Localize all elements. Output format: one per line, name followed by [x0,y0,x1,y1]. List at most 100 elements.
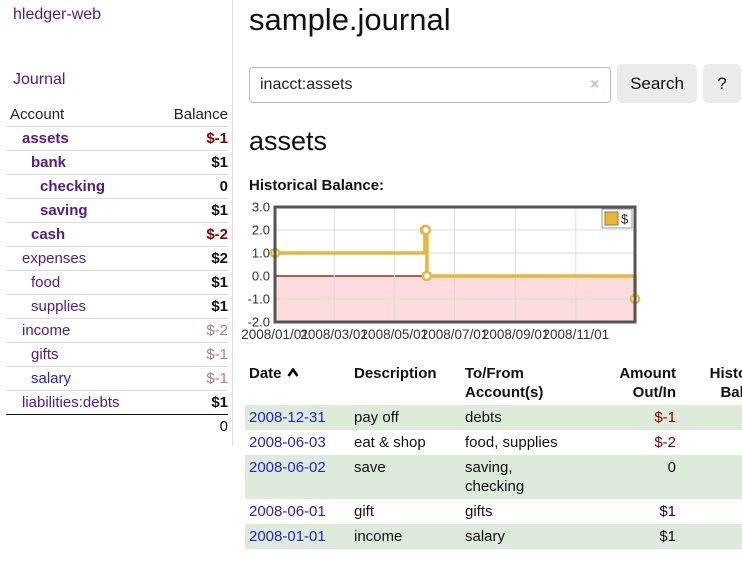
transaction-amount: $-1 [584,405,680,430]
account-row: checking 0 [6,174,228,198]
x-tick-label: 2008/09/01 [482,327,550,342]
y-tick-label: 3.0 [252,200,270,215]
transaction-accounts: food, supplies [465,434,558,451]
account-balance: $1 [211,394,228,411]
account-row: gifts $-1 [6,342,228,366]
transaction-balance: 0 [680,430,742,455]
x-tick-label: 2008/03/01 [300,327,368,342]
account-balance: $-1 [206,346,228,363]
sidebar: hledger-web Journal Account Balance asse… [0,0,233,446]
x-tick-label: 2008/11/01 [543,327,610,342]
account-link-checking[interactable]: checking [40,178,106,195]
account-balance: $1 [211,202,228,219]
transaction-date-link[interactable]: 2008-06-01 [249,503,326,520]
transaction-balance: $2 [680,499,742,524]
y-tick-label: -2.0 [248,315,270,330]
register-table: Date Description To/From Account(s) Amount Ou… [245,362,742,549]
account-row: salary $-1 [6,366,228,390]
transaction-accounts: salary [461,524,584,549]
historical-balance-chart: $3.0 2.0 1.0 0.0 -1.0 -2.02008/01/012008/03/0… [241,200,641,342]
account-balance: $-2 [206,322,228,339]
help-button[interactable]: ? [703,64,741,103]
account-heading: assets [249,126,328,156]
x-tick-label: 2008/05/01 [361,327,429,342]
transaction-accounts: gifts [465,503,493,520]
transaction-accounts: saving, checking [461,455,584,499]
account-link-bank[interactable]: bank [31,154,67,171]
column-header-historical: Historical Balance [680,362,742,405]
account-balance: $1 [211,298,228,315]
accounts-total-value: 0 [219,418,228,435]
column-header-label: Date [249,364,346,383]
transaction-date-link[interactable]: 2008-01-01 [249,528,326,545]
transaction-date-link[interactable]: 2008-12-31 [249,409,326,426]
column-header-amount: Amount Out/In [584,362,680,405]
x-tick-label: 2008/07/01 [421,327,489,342]
accounts-header-account: Account [10,106,65,123]
account-row: cash $-2 [6,222,228,246]
column-header-label: To/From [465,365,524,382]
legend-swatch-icon [604,211,619,226]
account-link-gifts[interactable]: gifts [31,346,59,363]
clear-search-icon[interactable]: × [590,76,600,93]
account-link-cash[interactable]: cash [31,226,66,243]
transaction-balance: $2 [680,455,742,499]
accounts-header-balance: Balance [173,106,228,123]
account-row: food $1 [6,270,228,294]
account-link-saving[interactable]: saving [40,202,88,219]
transaction-row: 2008-06-01 gift gifts $1$2 [245,499,742,524]
column-header-label: Description [354,365,437,382]
search-input[interactable] [249,67,611,103]
account-link-assets[interactable]: assets [22,130,69,147]
page-title: sample.journal [249,2,451,37]
legend-label: $ [621,212,629,227]
account-balance: $2 [211,250,228,267]
transaction-description: save [350,455,461,499]
y-tick-label: 2.0 [252,223,270,238]
transaction-date-link[interactable]: 2008-06-03 [249,434,326,451]
account-balance: $-1 [206,130,228,147]
y-tick-label: 0.0 [252,269,270,284]
account-link-salary[interactable]: salary [31,370,72,387]
column-header-label: Amount [619,365,676,382]
account-link-liabilities-debts[interactable]: liabilities:debts [22,394,120,411]
main-content: sample.journal × Search ? assets Histori… [234,0,742,582]
transaction-description: eat & shop [354,434,426,451]
sort-asc-icon [286,368,299,377]
app-brand-link[interactable]: hledger-web [13,6,102,23]
account-row: assets $-1 [6,126,228,150]
column-header-label: Balance [720,384,742,401]
column-header-to-from: To/From Account(s) [461,362,584,405]
account-link-expenses[interactable]: expenses [22,250,87,267]
account-balance: $-2 [206,226,228,243]
transaction-description: pay off [350,405,461,430]
transaction-amount: $-2 [654,434,676,451]
transaction-row: 2008-06-03 eat & shop food, supplies $-20 [245,430,742,455]
accounts-header: Account Balance [6,104,228,126]
transaction-balance: $-1 [680,405,742,430]
account-balance: $1 [211,154,228,171]
y-tick-label: -1.0 [248,292,270,307]
x-tick-label: 2008/01/01 [241,327,309,342]
account-row: income $-2 [6,318,228,342]
column-header-description: Description [350,362,461,405]
account-row: bank $1 [6,150,228,174]
sidebar-item-journal[interactable]: Journal [13,71,66,88]
transaction-amount: 0 [584,455,680,499]
search-button[interactable]: Search [617,64,697,103]
chart-title: Historical Balance: [249,177,385,194]
account-link-income[interactable]: income [22,322,71,339]
account-link-supplies[interactable]: supplies [31,298,87,315]
account-link-food[interactable]: food [31,274,61,291]
plot-border [273,205,637,324]
column-header-label: Historical [709,365,742,382]
column-header-label: Account(s) [465,384,544,401]
account-balance: $1 [211,274,228,291]
transaction-date-link[interactable]: 2008-06-02 [249,459,326,476]
account-row: expenses $2 [6,246,228,270]
column-header-date[interactable]: Date [245,362,350,405]
transaction-accounts: debts [461,405,584,430]
